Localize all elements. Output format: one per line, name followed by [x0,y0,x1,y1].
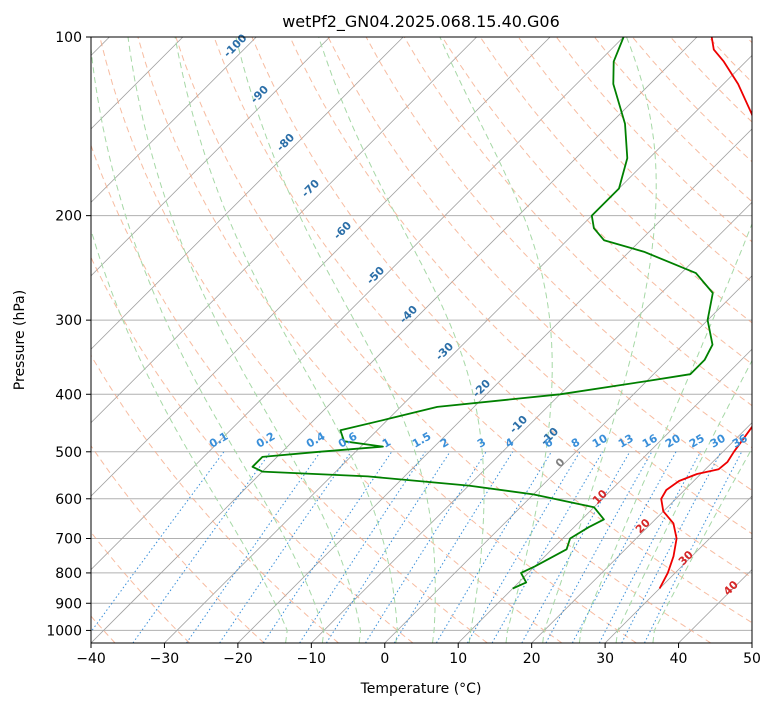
y-tick-label: 500 [55,445,82,461]
isotherm-line [751,642,752,643]
mixing-ratio-line [521,451,631,643]
background-lines [91,37,752,643]
moist-adiabat-line [439,37,553,643]
x-tick-label: 50 [743,651,761,667]
mixing-ratio-line [325,451,451,643]
moist-adiabat-line [127,37,362,643]
moist-adiabat-line [318,37,485,643]
dry-adiabat-line [213,37,752,624]
x-axis-label: Temperature (°C) [360,681,482,697]
plot-area [91,37,752,643]
x-axis: −40 −30 −20 −10 0 10 20 30 40 50 [76,643,761,667]
dry-adiabat-line [175,37,712,643]
moist-adiabat-line [91,44,325,643]
x-tick-label: 0 [380,651,389,667]
isotherm-line [311,201,752,643]
x-tick-label: −30 [150,651,180,667]
isotherm-line [531,422,752,643]
isotherm-line [91,37,331,277]
dry-adiabat-line [403,37,752,407]
mixing-ratio-line [545,451,653,643]
dry-adiabat-line [289,37,752,535]
dry-adiabat-line [327,37,752,491]
y-tick-label: 900 [55,596,82,612]
isotherm-line [91,37,624,571]
dry-adiabat-line [251,37,752,579]
moist-adiabat-line [615,359,752,643]
x-tick-label: −40 [76,651,106,667]
y-tick-label: 700 [55,532,82,548]
moist-adiabat-line [235,37,436,643]
mixing-ratio-line [186,451,321,643]
y-axis: 100 200 300 400 500 600 700 800 900 1000 [46,30,91,639]
moist-adiabat-line [91,228,288,643]
isotherm-line [91,37,404,350]
dry-adiabat-line [91,444,265,643]
x-tick-label: 30 [596,651,614,667]
y-tick-label: 1000 [46,623,82,639]
dry-adiabat-line [137,37,637,643]
mixing-ratio-line [262,451,393,643]
y-tick-label: 800 [55,566,82,582]
dewpoint-profile-line [251,37,714,590]
mixing-ratio-line [299,451,426,643]
y-tick-label: 300 [55,313,82,329]
series-layer [251,37,752,590]
x-tick-label: −10 [297,651,327,667]
isotherm-line [384,275,752,643]
plot-frame [90,36,753,644]
isotherm-line [164,54,752,643]
mixing-ratio-line [219,451,352,643]
dry-adiabat-line [91,354,339,643]
mixing-ratio-line [91,451,225,633]
isotherm-line [91,37,477,424]
mixing-ratio-line [435,451,552,643]
mixing-ratio-line [598,451,702,643]
x-tick-label: 40 [670,651,688,667]
dry-adiabat-line [91,256,414,643]
dry-adiabat-line [365,37,752,449]
y-tick-label: 100 [55,30,82,46]
isotherm-line [91,37,257,203]
moist-adiabat-line [542,37,657,643]
temperature-profile-line [658,37,752,589]
mixing-ratio-line [132,451,272,643]
mixing-ratio-line [365,451,487,643]
y-tick-label: 200 [55,209,82,225]
x-tick-label: 20 [523,651,541,667]
x-tick-label: 10 [449,651,467,667]
y-tick-label: 400 [55,387,82,403]
isotherm-line [457,348,752,643]
y-tick-label: 600 [55,492,82,508]
isotherm-line [91,37,698,643]
isotherm-line [604,495,752,643]
dry-adiabat-line [99,37,563,643]
moist-adiabat-line [578,222,752,643]
mixing-ratio-line [571,451,677,643]
x-tick-label: −20 [223,651,253,667]
isotherm-line [237,128,752,643]
y-axis-label: Pressure (hPa) [12,290,28,390]
isotherm-line [91,37,551,497]
chart-title: wetPf2_GN04.2025.068.15.40.G06 [282,12,560,32]
